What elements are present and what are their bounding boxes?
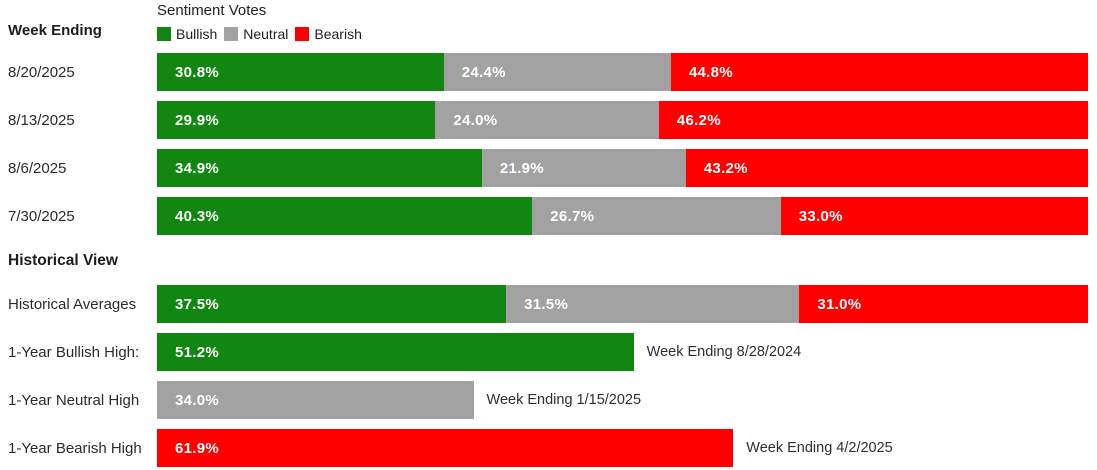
neutral-segment: 31.5% (506, 285, 800, 323)
neutral-segment: 34.0% (157, 381, 474, 419)
neutral-value: 24.0% (453, 111, 498, 129)
annotation-week-ending: Week Ending 4/2/2025 (746, 440, 893, 456)
bullish-segment: 29.9% (157, 101, 436, 139)
week-label: 8/13/2025 (8, 111, 75, 129)
bullish-value: 40.3% (175, 207, 220, 225)
bearish-value: 31.0% (817, 295, 862, 313)
bearish-value: 46.2% (676, 111, 721, 129)
row-label: 1-Year Neutral High (8, 391, 140, 409)
bullish-segment: 40.3% (157, 197, 533, 235)
weekly-row-4: 7/30/2025 40.3% 26.7% 33.0% (0, 197, 1088, 235)
bearish-value: 43.2% (703, 159, 748, 177)
weekly-row-3: 8/6/2025 34.9% 21.9% 43.2% (0, 149, 1088, 187)
legend-item-bullish: Bullish (157, 26, 217, 42)
neutral-value: 24.4% (461, 63, 506, 81)
neutral-value: 31.5% (524, 295, 569, 313)
week-ending-column-title: Week Ending (8, 22, 102, 39)
legend-item-bearish: Bearish (295, 26, 362, 42)
bearish-segment: 33.0% (780, 197, 1088, 235)
annotation-week-ending: Week Ending 1/15/2025 (486, 392, 642, 408)
legend-label-bullish: Bullish (176, 26, 218, 42)
neutral-high-row: 1-Year Neutral High 34.0% Week Ending 1/… (0, 381, 1088, 419)
bullish-value: 30.8% (175, 63, 220, 81)
stacked-bar: 30.8% 24.4% 44.8% (157, 53, 1088, 91)
bearish-segment: 46.2% (658, 101, 1088, 139)
bullish-value: 37.5% (175, 295, 220, 313)
bullish-swatch-icon (157, 27, 171, 41)
bullish-value: 29.9% (175, 111, 220, 129)
week-label: 8/20/2025 (8, 63, 75, 81)
chart-legend: Bullish Neutral Bearish (157, 26, 362, 42)
bearish-high-row: 1-Year Bearish High 61.9% Week Ending 4/… (0, 429, 1088, 467)
bullish-segment: 37.5% (157, 285, 507, 323)
bearish-segment: 44.8% (670, 53, 1088, 91)
neutral-value: 34.0% (175, 391, 220, 409)
bullish-value: 34.9% (175, 159, 220, 177)
stacked-bar: 37.5% 31.5% 31.0% (157, 285, 1088, 323)
neutral-segment: 24.0% (435, 101, 659, 139)
bullish-value: 51.2% (175, 343, 220, 361)
neutral-segment: 21.9% (481, 149, 686, 187)
bullish-segment: 51.2% (157, 333, 634, 371)
row-label: 1-Year Bearish High (8, 439, 142, 457)
neutral-segment: 24.4% (443, 53, 671, 91)
single-bar: 34.0% Week Ending 1/15/2025 (157, 381, 1088, 419)
neutral-swatch-icon (224, 27, 239, 41)
annotation-week-ending: Week Ending 8/28/2024 (646, 344, 802, 360)
bearish-swatch-icon (295, 27, 310, 41)
bearish-segment: 43.2% (685, 149, 1088, 187)
chart-title: Sentiment Votes (157, 2, 267, 19)
bullish-segment: 34.9% (157, 149, 482, 187)
historical-view-heading: Historical View (8, 252, 118, 269)
bullish-segment: 30.8% (157, 53, 444, 91)
legend-label-bearish: Bearish (314, 26, 362, 42)
weekly-row-1: 8/20/2025 30.8% 24.4% 44.8% (0, 53, 1088, 91)
bullish-high-row: 1-Year Bullish High: 51.2% Week Ending 8… (0, 333, 1088, 371)
bearish-value: 61.9% (175, 439, 220, 457)
chart-header: Week Ending Sentiment Votes Bullish Neut… (0, 0, 1097, 53)
bearish-segment: 61.9% (157, 429, 734, 467)
bearish-value: 33.0% (798, 207, 843, 225)
stacked-bar: 40.3% 26.7% 33.0% (157, 197, 1088, 235)
row-label: 1-Year Bullish High: (8, 343, 140, 361)
neutral-value: 21.9% (499, 159, 544, 177)
row-label: Historical Averages (8, 295, 137, 313)
week-label: 7/30/2025 (8, 207, 75, 225)
bearish-value: 44.8% (688, 63, 733, 81)
neutral-value: 26.7% (550, 207, 595, 225)
stacked-bar: 34.9% 21.9% 43.2% (157, 149, 1088, 187)
bearish-segment: 31.0% (799, 285, 1088, 323)
single-bar: 51.2% Week Ending 8/28/2024 (157, 333, 1088, 371)
single-bar: 61.9% Week Ending 4/2/2025 (157, 429, 1088, 467)
neutral-segment: 26.7% (532, 197, 781, 235)
legend-item-neutral: Neutral (224, 26, 288, 42)
historical-averages-row: Historical Averages 37.5% 31.5% 31.0% (0, 285, 1088, 323)
weekly-row-2: 8/13/2025 29.9% 24.0% 46.2% (0, 101, 1088, 139)
stacked-bar: 29.9% 24.0% 46.2% (157, 101, 1088, 139)
week-label: 8/6/2025 (8, 159, 67, 177)
legend-label-neutral: Neutral (243, 26, 289, 42)
